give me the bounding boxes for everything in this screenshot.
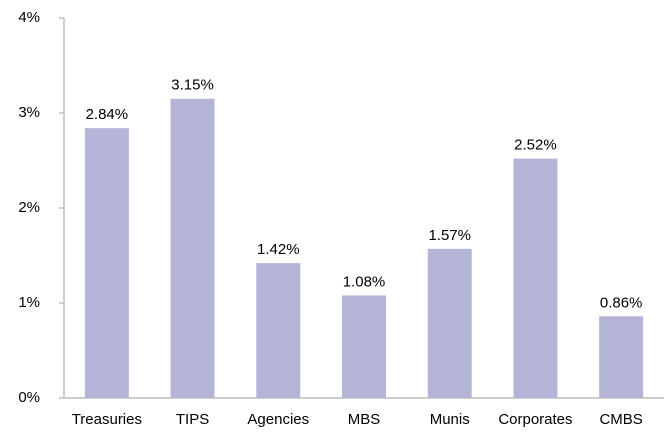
value-label: 1.08% (343, 273, 386, 290)
value-label: 0.86% (600, 294, 643, 311)
y-tick-label: 3% (18, 104, 40, 121)
x-tick-label: CMBS (599, 411, 642, 428)
bar (256, 263, 301, 398)
value-label: 2.52% (514, 137, 557, 154)
x-tick-label: MBS (348, 411, 381, 428)
bar (84, 128, 129, 398)
bar (427, 248, 472, 398)
bar (599, 316, 644, 398)
value-label: 1.42% (257, 241, 300, 258)
value-label: 3.15% (171, 77, 214, 94)
x-tick-label: TIPS (176, 411, 209, 428)
y-tick-label: 4% (18, 9, 40, 26)
y-tick-label: 2% (18, 199, 40, 216)
x-tick-label: Agencies (247, 411, 309, 428)
value-label: 2.84% (86, 106, 129, 123)
y-tick-label: 1% (18, 294, 40, 311)
bar (513, 158, 558, 398)
bar (170, 98, 215, 398)
y-tick-label: 0% (18, 389, 40, 406)
bar (342, 295, 386, 398)
x-tick-label: Munis (430, 411, 470, 428)
value-label: 1.57% (428, 227, 471, 244)
x-tick-label: Corporates (498, 411, 572, 428)
x-tick-label: Treasuries (72, 411, 142, 428)
